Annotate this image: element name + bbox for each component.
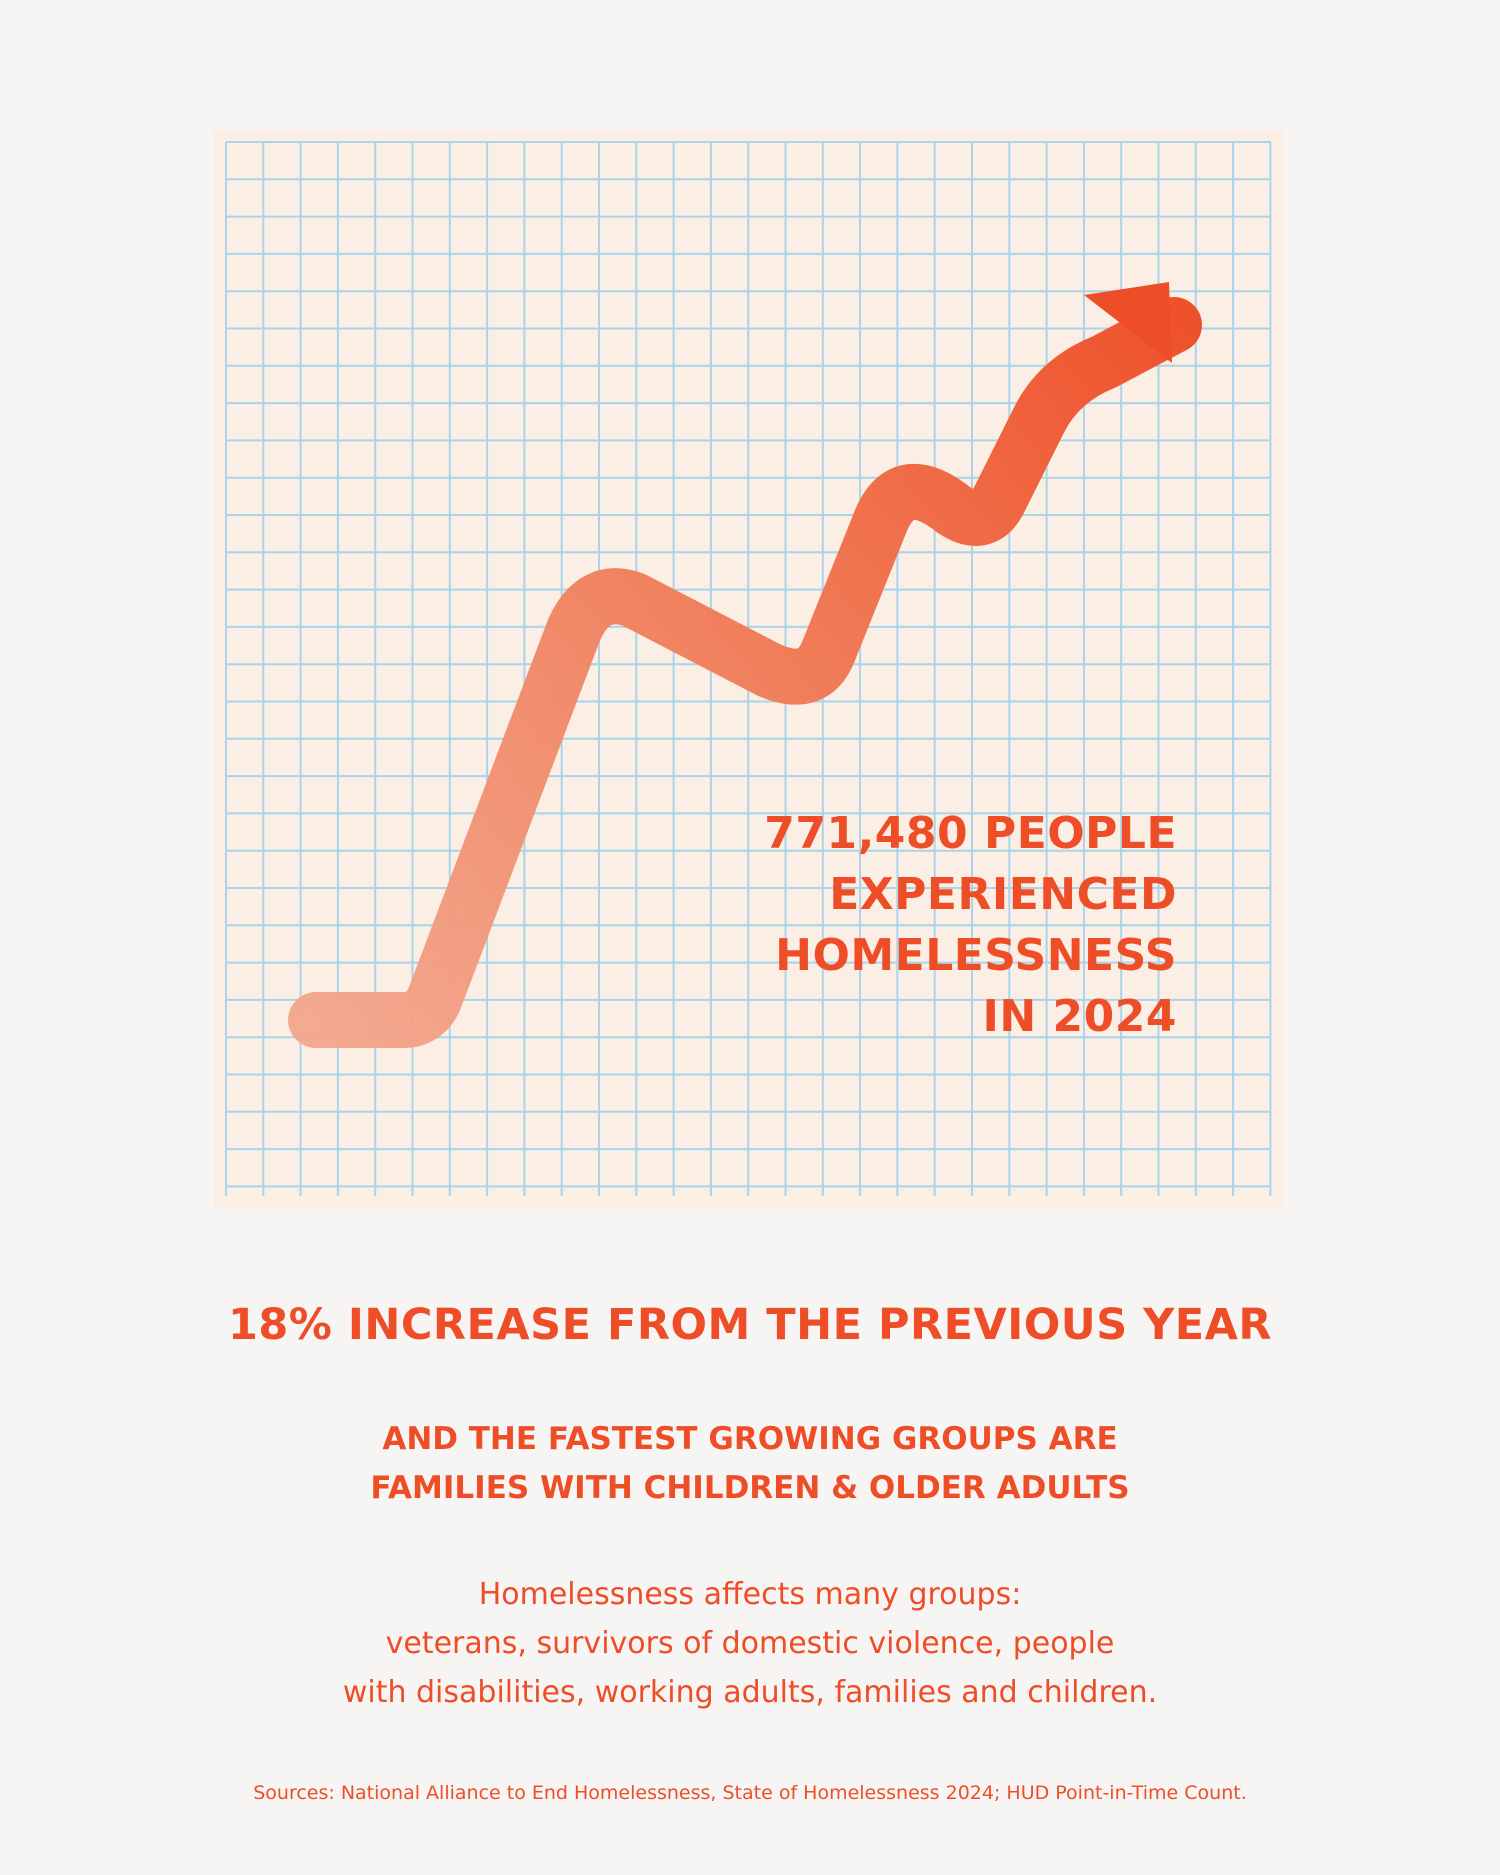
grid-paper (225, 141, 1272, 1196)
callout-line: IN 2024 (982, 991, 1177, 1042)
affected-groups-text: Homelessness affects many groups: vetera… (0, 1570, 1500, 1717)
homelessness-count-callout: 771,480 PEOPLE EXPERIENCED HOMELESSNESS … (764, 803, 1177, 1047)
sources-footnote: Sources: National Alliance to End Homele… (253, 1782, 1247, 1804)
trend-illustration: 771,480 PEOPLE EXPERIENCED HOMELESSNESS … (214, 130, 1283, 1208)
grid-lines (225, 141, 1272, 1196)
fastest-growing-subhead: AND THE FASTEST GROWING GROUPS ARE FAMIL… (0, 1415, 1500, 1513)
callout-line: 771,480 PEOPLE (764, 808, 1177, 859)
body-line: veterans, survivors of domestic violence… (385, 1626, 1115, 1661)
body-line: with disabilities, working adults, famil… (342, 1675, 1158, 1710)
callout-line: HOMELESSNESS (775, 930, 1177, 981)
subhead-line: FAMILIES WITH CHILDREN & OLDER ADULTS (370, 1470, 1130, 1506)
subhead-line: AND THE FASTEST GROWING GROUPS ARE (382, 1421, 1118, 1457)
increase-headline: 18% INCREASE FROM THE PREVIOUS YEAR (227, 1300, 1273, 1350)
trend-arrow-line (288, 297, 1202, 1048)
body-line: Homelessness affects many groups: (478, 1577, 1022, 1612)
callout-line: EXPERIENCED (829, 869, 1177, 920)
rising-arrow-icon (1084, 282, 1172, 363)
